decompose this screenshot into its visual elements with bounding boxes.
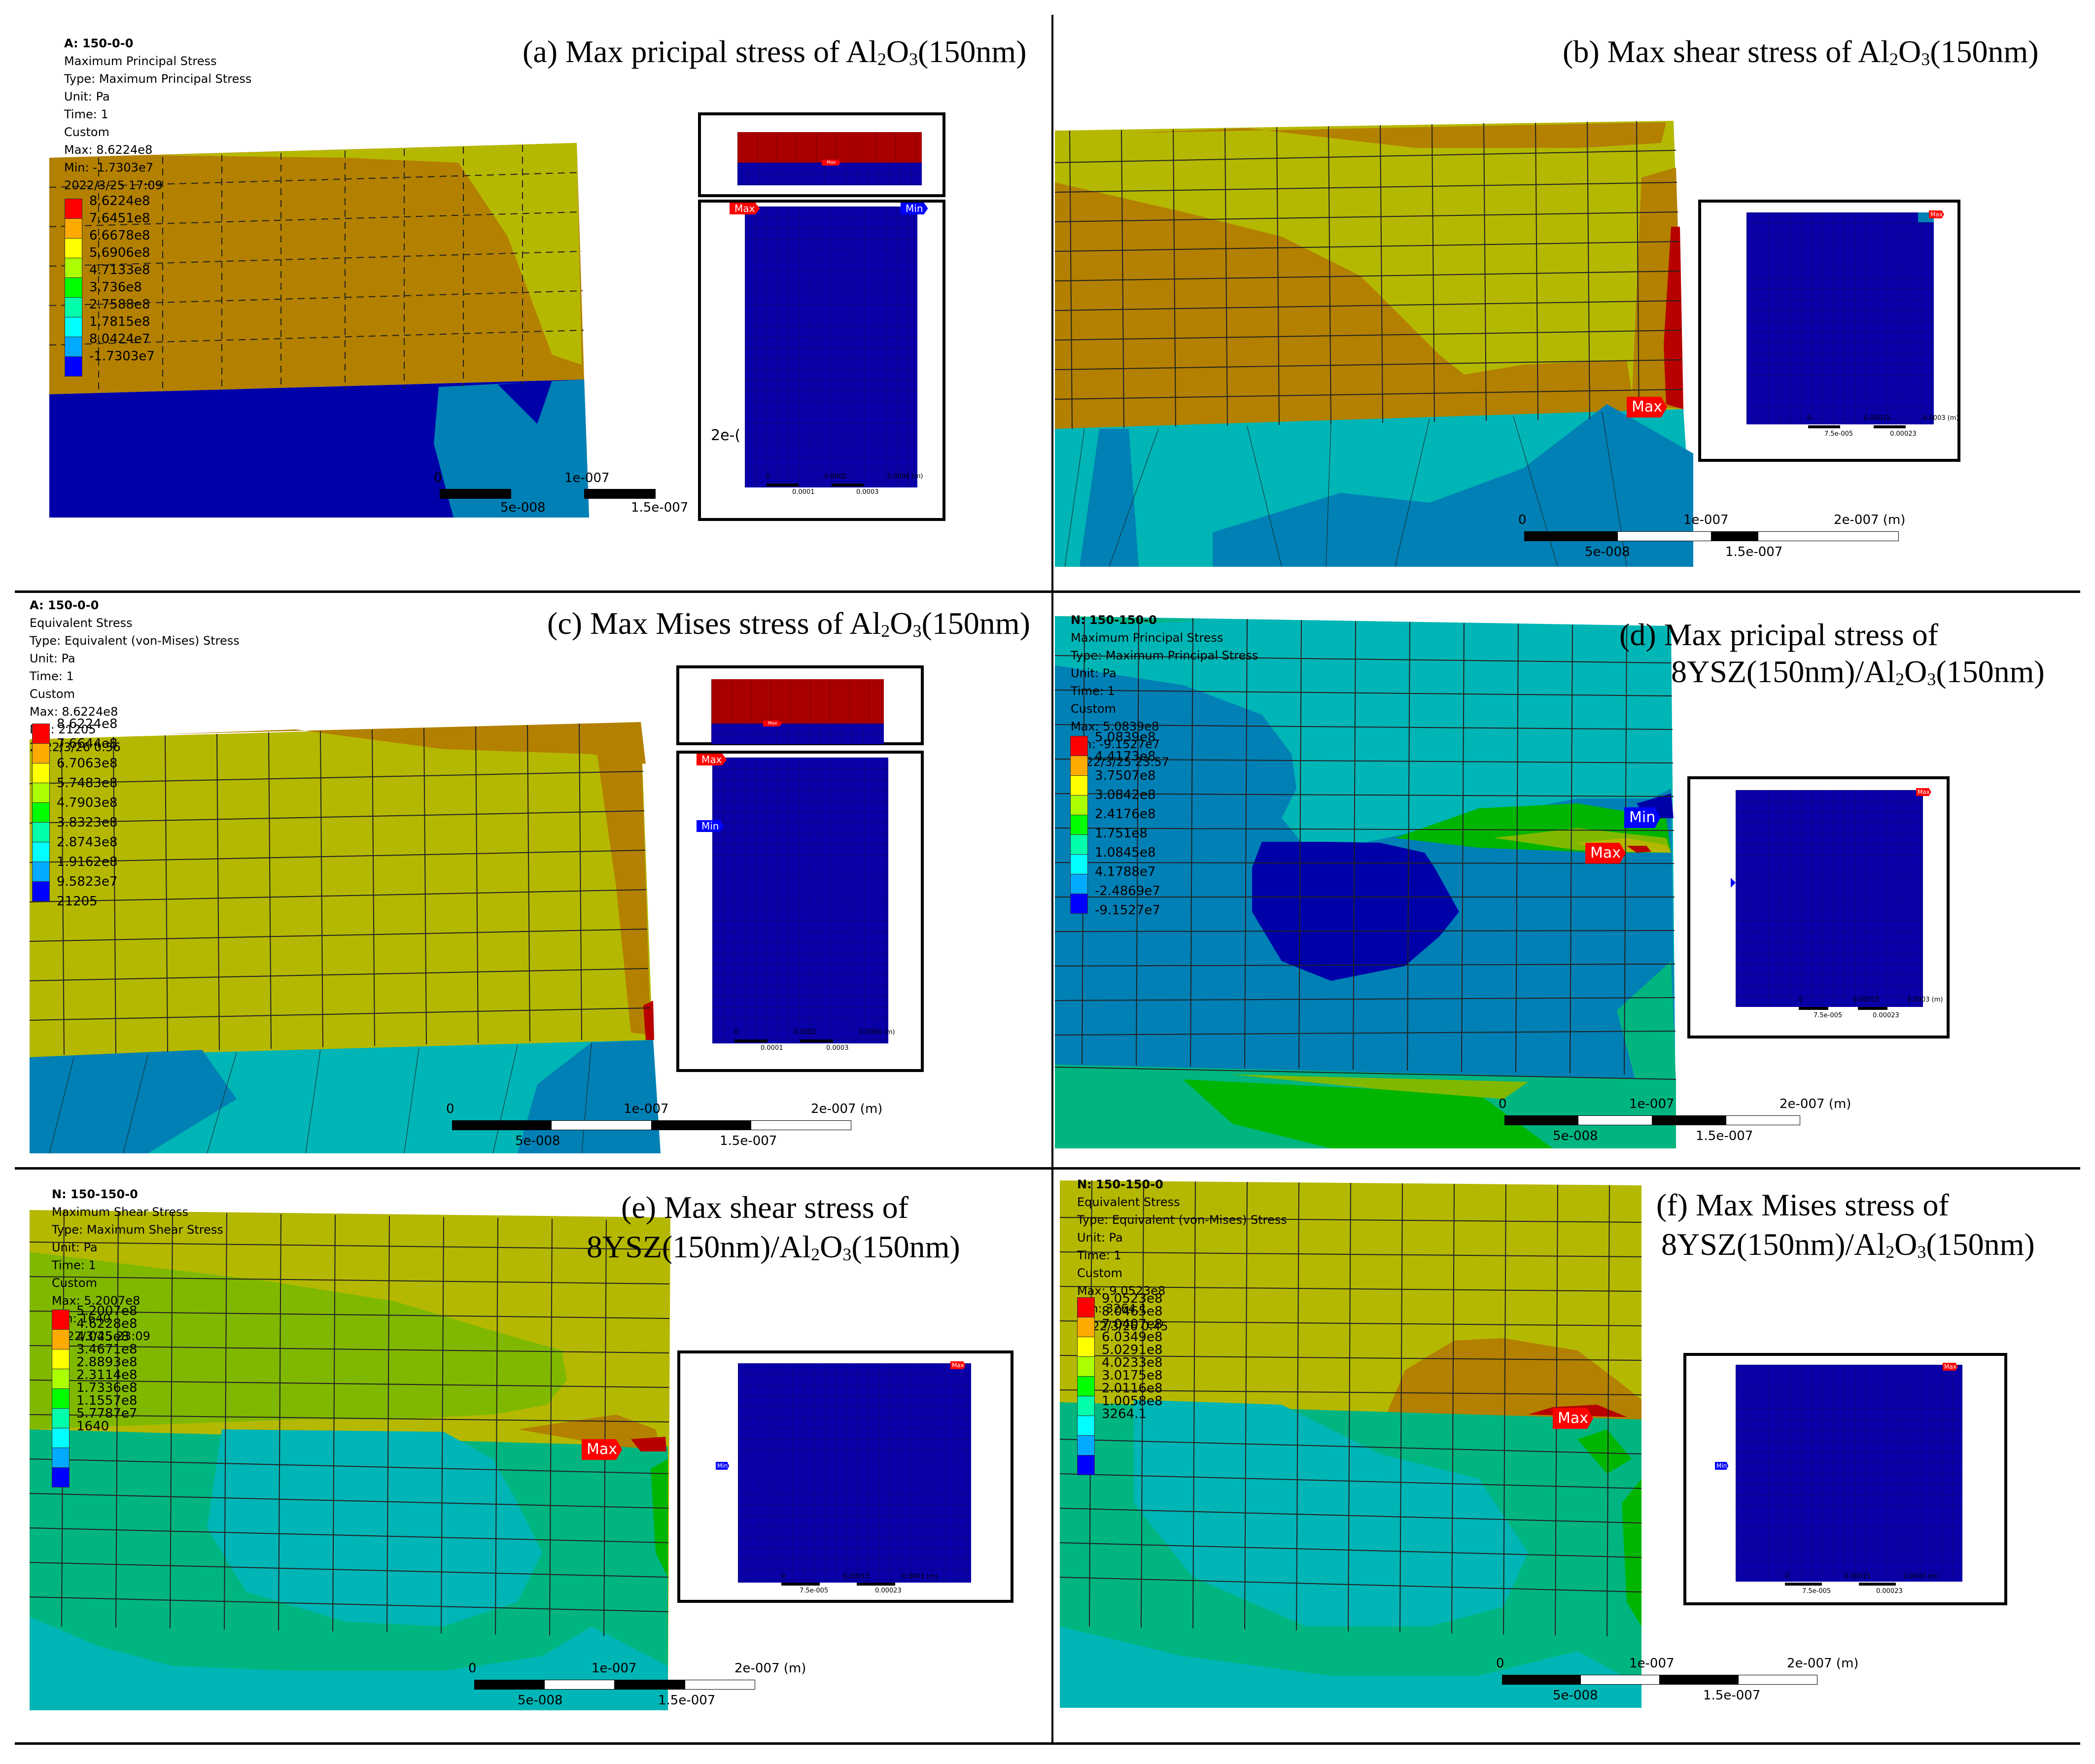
max-marker: Max <box>1585 843 1626 864</box>
max-marker: Max <box>822 160 841 166</box>
inset-detail-d: Max 0 0.00015 0.0003 (m) 7.5e-005 0.0002… <box>1687 776 1950 1038</box>
result-mode: Custom <box>64 125 109 139</box>
panel-title-c: (c) Max Mises stress of Al2O3(150nm) <box>547 606 1030 641</box>
divider-vertical-middle <box>1051 591 1053 1168</box>
panel-title-d-line2: 8YSZ(150nm)/Al2O3(150nm) <box>1671 654 2045 689</box>
contour-plot-d <box>1054 616 1676 1148</box>
min-marker: Min <box>1624 807 1661 828</box>
panel-title-e: (e) Max shear stress of <box>621 1190 908 1225</box>
max-marker: Max <box>1627 397 1668 417</box>
max-marker: Max <box>1553 1408 1594 1429</box>
panel-title-d: (d) Max pricipal stress of <box>1619 617 1938 652</box>
panel-title-f-line2: 8YSZ(150nm)/Al2O3(150nm) <box>1661 1227 2035 1262</box>
inset-detail-c: Max Min 0 0.0002 0.0004 (m) 0.0001 0.000… <box>676 751 924 1072</box>
min-marker-icon <box>1731 878 1736 888</box>
panel-title-a: (a) Max pricipal stress of Al2O3(150nm) <box>523 34 1027 69</box>
result-time: Time: 1 <box>64 107 108 121</box>
contour-plot-b <box>1054 121 1693 567</box>
panel-title-e-line2: 8YSZ(150nm)/Al2O3(150nm) <box>587 1229 960 1264</box>
result-min: Min: -1.7303e7 <box>64 161 153 174</box>
result-unit: Unit: Pa <box>64 90 110 104</box>
result-info-a: A: 150-0-0 Maximum Principal Stress Type… <box>64 35 251 194</box>
divider-horizontal-bottom <box>15 1742 2080 1745</box>
result-date: 2022/3/25 17:09 <box>64 178 163 192</box>
min-marker: Min <box>901 203 928 214</box>
panel-title-b: (b) Max shear stress of Al2O3(150nm) <box>1563 34 2039 69</box>
divider-vertical-top <box>1051 15 1053 591</box>
inset-detail-b: Max 0 0.00015 0.0003 (m) 7.5e-005 0.0002… <box>1698 200 1960 462</box>
divider-horizontal-2 <box>15 1167 2080 1170</box>
result-max: Max: 8.6224e8 <box>64 143 153 157</box>
contour-plot-a <box>49 143 589 518</box>
max-marker: Max <box>582 1439 623 1460</box>
result-name: Maximum Principal Stress <box>64 54 217 68</box>
divider-horizontal-1 <box>15 590 2080 593</box>
inset-overview-a: Max <box>698 112 945 197</box>
model-name: A: 150-0-0 <box>64 36 134 50</box>
inset-detail-f: Max Min 0 0.00015 0.0003 (m) 7.5e-005 0.… <box>1683 1353 2007 1605</box>
panel-title-f: (f) Max Mises stress of <box>1656 1187 1949 1222</box>
result-info-c: A: 150-0-0 Equivalent Stress Type: Equiv… <box>30 598 240 754</box>
max-marker: Max <box>1929 210 1944 218</box>
divider-vertical-bottom <box>1051 1168 1053 1745</box>
inset-overview-c: Max <box>676 665 924 745</box>
max-marker: Max <box>730 203 760 214</box>
inset-detail-a: Max Min 2e-( 0 0.0002 0.0004 (m) 0.0001 … <box>698 200 945 521</box>
result-info-d: N: 150-150-0 Maximum Principal Stress Ty… <box>1071 613 1258 769</box>
result-type: Type: Maximum Principal Stress <box>64 72 252 86</box>
inset-detail-e: Max Min 0 0.00015 0.0003 (m) 7.5e-005 0.… <box>677 1350 1013 1603</box>
